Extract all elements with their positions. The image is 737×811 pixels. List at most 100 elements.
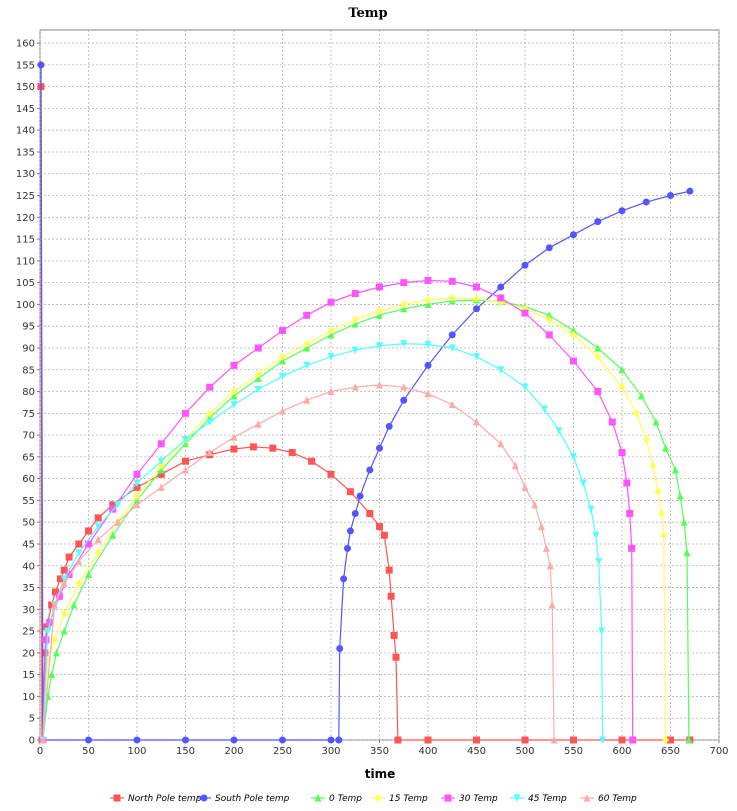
y-tick-label: 60 — [22, 474, 35, 485]
data-point — [133, 492, 141, 501]
data-point — [60, 566, 68, 574]
data-point — [327, 326, 335, 335]
y-tick-label: 155 — [16, 60, 35, 71]
legend-label: 30 Temp — [459, 794, 498, 804]
data-point — [335, 736, 343, 744]
data-point — [545, 311, 553, 319]
legend-marker — [314, 794, 322, 802]
data-point — [279, 736, 286, 744]
data-point — [279, 352, 286, 361]
data-point — [39, 736, 47, 744]
data-point — [685, 736, 693, 744]
data-point — [351, 509, 359, 517]
legend-label: 60 Temp — [598, 794, 637, 804]
data-point — [94, 548, 102, 557]
legend-label: South Pole temp — [215, 794, 290, 804]
data-point — [537, 522, 545, 531]
data-point — [570, 736, 577, 744]
data-point — [570, 326, 577, 335]
data-point — [56, 575, 64, 583]
data-point — [385, 422, 393, 430]
data-point — [497, 439, 505, 448]
y-tick-label: 70 — [22, 431, 35, 442]
data-point — [598, 627, 606, 636]
x-tick-label: 600 — [612, 746, 631, 757]
data-point — [52, 648, 60, 657]
y-tick-label: 105 — [16, 278, 35, 289]
data-point — [400, 340, 408, 348]
x-tick-label: 300 — [321, 746, 340, 757]
data-point — [662, 736, 670, 744]
data-point — [60, 609, 68, 618]
data-point — [327, 353, 335, 361]
data-point — [230, 433, 238, 441]
y-tick-label: 50 — [22, 518, 35, 529]
data-point — [618, 365, 626, 374]
data-point — [109, 505, 117, 513]
x-tick-label: 700 — [709, 746, 728, 757]
data-point — [448, 277, 456, 285]
data-point — [37, 61, 45, 69]
y-tick-label: 65 — [22, 452, 35, 463]
data-point — [660, 531, 668, 540]
data-point — [55, 592, 63, 600]
y-tick-label: 90 — [22, 343, 35, 354]
series-line — [42, 384, 555, 741]
data-point — [385, 566, 393, 574]
data-point — [52, 588, 60, 596]
data-point — [157, 470, 165, 478]
data-point — [340, 575, 348, 583]
data-point — [628, 544, 636, 552]
data-point — [343, 544, 351, 552]
data-point — [356, 492, 364, 500]
chart-title: Temp — [348, 6, 387, 21]
data-point — [473, 294, 480, 303]
data-point — [157, 483, 165, 491]
data-point — [599, 736, 607, 744]
data-point — [400, 300, 408, 309]
legend-label: 15 Temp — [389, 794, 428, 804]
legend-marker — [374, 794, 382, 802]
data-point — [579, 479, 587, 488]
data-point — [521, 736, 529, 744]
data-point — [392, 653, 400, 661]
data-point — [206, 418, 214, 427]
y-tick-label: 85 — [22, 365, 35, 376]
data-point — [594, 388, 602, 396]
y-axis: 0 5 10 15 20 25 30 35 40 45 50 55 60 65 70 75 80 85 90 95 10… — [16, 39, 40, 747]
data-point — [230, 361, 238, 369]
data-point — [521, 309, 529, 317]
data-point — [288, 449, 296, 457]
data-point — [633, 409, 641, 418]
data-point — [570, 357, 577, 365]
data-point — [376, 283, 383, 291]
data-point — [448, 344, 456, 352]
x-tick-label: 250 — [273, 746, 292, 757]
data-point — [133, 479, 141, 488]
legend-item: 30 Temp — [441, 794, 498, 804]
y-tick-label: 10 — [22, 692, 35, 703]
legend-label: 45 Temp — [528, 794, 567, 804]
data-point — [550, 736, 558, 744]
data-point — [545, 244, 553, 252]
data-point — [546, 561, 554, 570]
legend-label: 0 Temp — [329, 794, 362, 804]
x-tick-label: 450 — [467, 746, 486, 757]
data-point — [540, 405, 548, 413]
data-point — [658, 509, 666, 518]
data-point — [521, 261, 529, 269]
series-4 — [39, 276, 637, 744]
legend-item: 0 Temp — [311, 794, 362, 804]
data-point — [336, 645, 344, 653]
data-point — [206, 448, 214, 457]
data-point — [230, 391, 238, 400]
x-tick-label: 0 — [37, 746, 43, 757]
data-point — [303, 396, 311, 404]
series-1 — [37, 61, 694, 744]
data-point — [623, 479, 631, 487]
series-5 — [39, 340, 607, 744]
data-point — [75, 540, 83, 548]
y-tick-label: 30 — [22, 605, 35, 616]
data-point — [109, 501, 117, 509]
